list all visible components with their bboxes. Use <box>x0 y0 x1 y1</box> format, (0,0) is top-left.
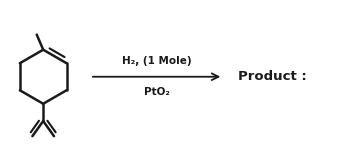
Text: Product :: Product : <box>238 70 306 83</box>
Text: H₂, (1 Mole): H₂, (1 Mole) <box>122 56 192 66</box>
Text: PtO₂: PtO₂ <box>144 87 170 97</box>
